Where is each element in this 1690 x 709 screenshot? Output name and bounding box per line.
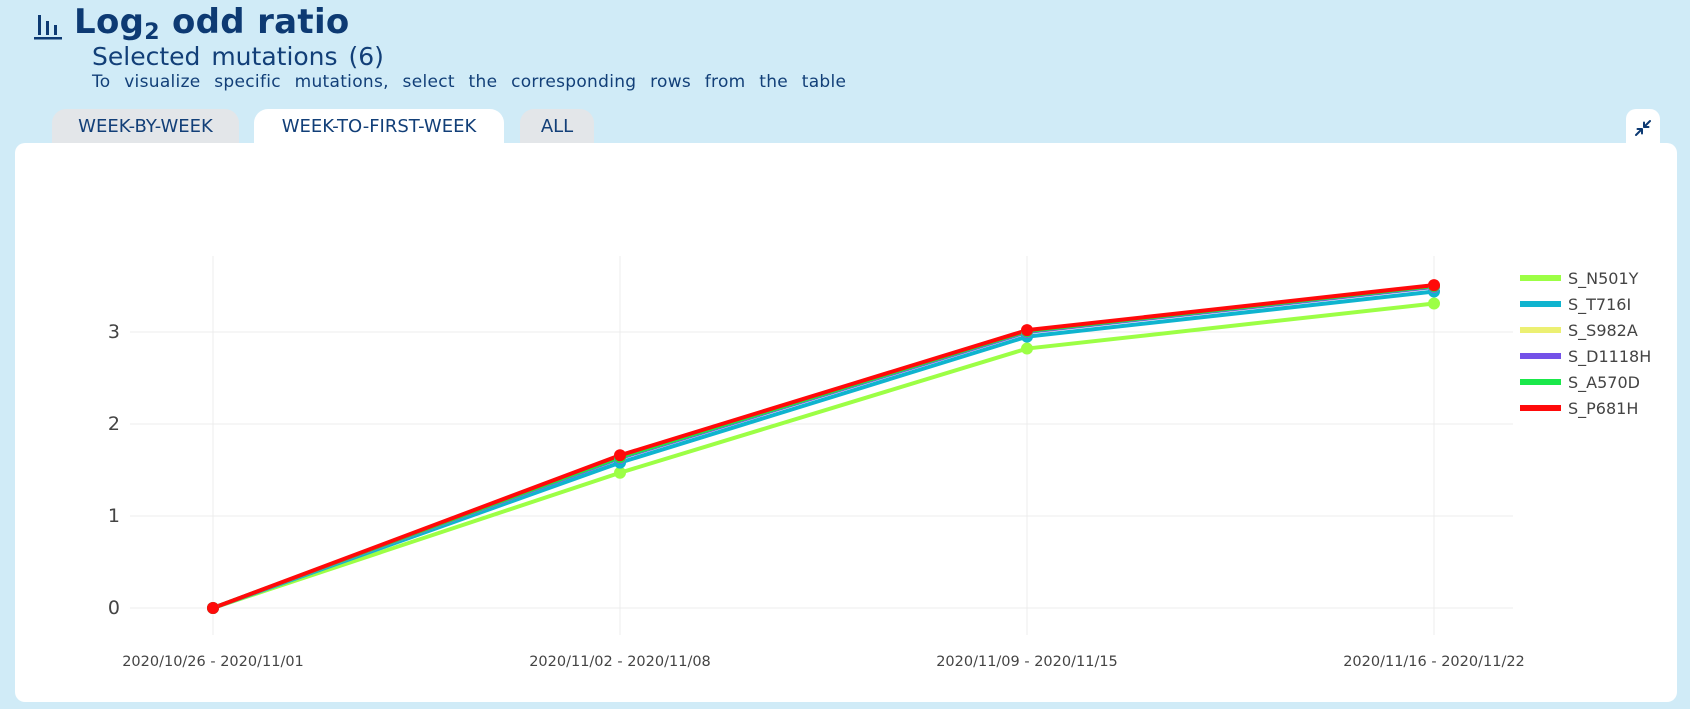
x-tick-label: 2020/10/26 - 2020/11/01 <box>122 654 304 670</box>
data-point-s-n501y <box>1428 297 1440 310</box>
legend-label: S_P681H <box>1568 399 1638 419</box>
series-line-s-a570d <box>211 284 1436 610</box>
collapse-arrows-icon <box>1635 120 1651 136</box>
legend-label: S_N501Y <box>1568 269 1639 289</box>
collapse-button[interactable] <box>1626 109 1660 145</box>
series-line-s-s982a <box>211 284 1436 610</box>
legend-label: S_A570D <box>1568 373 1640 393</box>
header: Log2 odd ratio Selected mutations (6) To… <box>0 0 1690 100</box>
page-title: Log2 odd ratio <box>74 2 350 45</box>
y-tick-label: 1 <box>108 505 120 527</box>
bar-chart-icon <box>34 15 62 40</box>
y-tick-label: 0 <box>108 597 120 619</box>
x-tick-label: 2020/11/09 - 2020/11/15 <box>936 654 1118 670</box>
series-line-s-p681h <box>211 283 1436 610</box>
data-point-s-p681h <box>207 602 219 614</box>
y-tick-label: 2 <box>108 413 120 435</box>
legend-label: S_D1118H <box>1568 347 1651 367</box>
data-point-s-p681h <box>1428 279 1440 292</box>
legend-label: S_S982A <box>1568 321 1638 341</box>
data-point-s-p681h <box>614 449 626 462</box>
line-chart: 0 1 2 3 2020/10/26 - 2020/11/01 2020/11/02 - … <box>108 256 1651 670</box>
series-line-s-t716i <box>211 289 1436 610</box>
chart-panel: 0 1 2 3 2020/10/26 - 2020/11/01 2020/11/02 - … <box>15 143 1677 702</box>
data-point-s-p681h <box>1021 324 1033 337</box>
x-tick-label: 2020/11/02 - 2020/11/08 <box>529 654 711 670</box>
x-tick-label: 2020/11/16 - 2020/11/22 <box>1343 654 1525 670</box>
page-description: To visualize specific mutations, select … <box>92 72 847 92</box>
tab-week-by-week[interactable]: WEEK-BY-WEEK <box>52 109 239 145</box>
data-point-s-n501y <box>614 466 626 479</box>
y-tick-label: 3 <box>108 321 120 343</box>
data-point-s-n501y <box>1021 342 1033 355</box>
page-subtitle: Selected mutations (6) <box>92 42 384 71</box>
series-line-s-n501y <box>211 301 1436 610</box>
legend-label: S_T716I <box>1568 295 1631 315</box>
tab-all[interactable]: ALL <box>520 109 594 145</box>
series-line-s-d1118h <box>211 284 1436 610</box>
